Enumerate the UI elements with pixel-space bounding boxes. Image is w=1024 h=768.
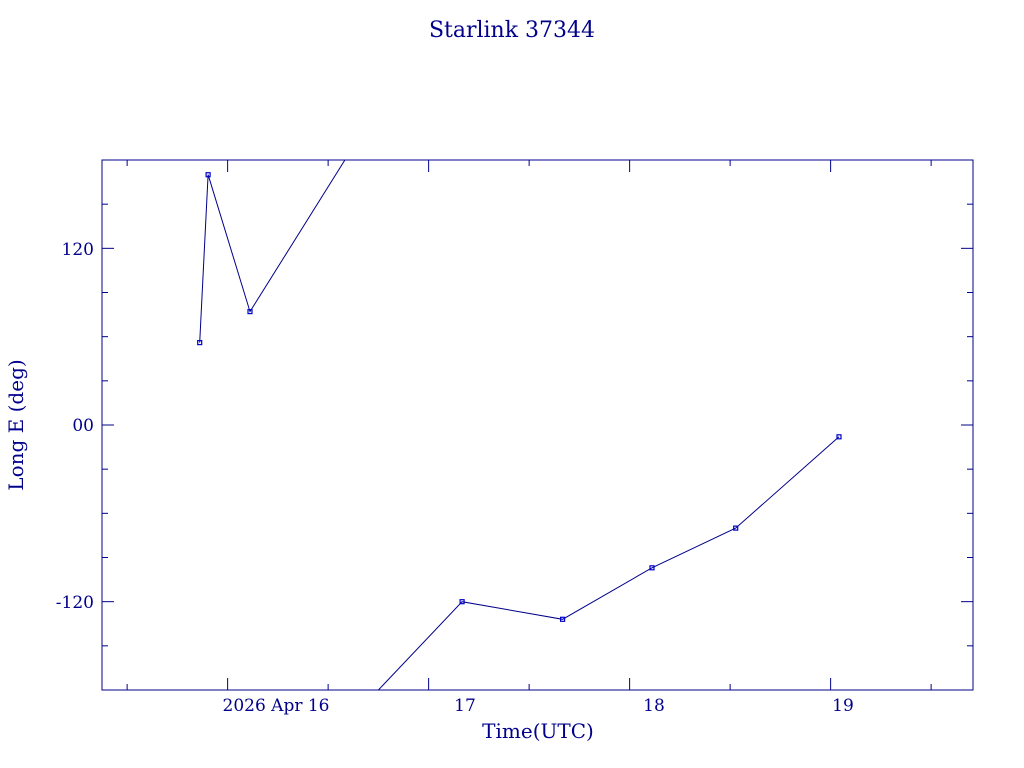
y-axis-title: Long E (deg) [4,359,28,490]
data-point-marker [836,434,842,440]
x-tick-label: 17 [454,696,476,716]
x-axis-title: Time(UTC) [482,719,594,743]
plot-frame [101,159,974,691]
x-tick-label: 19 [832,696,854,716]
chart-title: Starlink 37344 [429,18,595,43]
data-point-marker [649,565,655,571]
series-layer [197,160,842,690]
data-point-marker [733,525,739,531]
y-tick-label: 120 [62,240,94,260]
series-line [378,436,840,690]
y-tick-labels: 120 00 -120 [56,240,94,613]
y-tick-label: -120 [56,593,94,613]
data-point-marker [197,340,203,346]
x-tick-labels: 2026 Apr 16 17 18 19 [223,696,854,716]
series-line [199,160,346,343]
data-point-marker [205,172,211,178]
y-tick-label: 00 [72,416,94,436]
data-point-marker [559,616,566,622]
x-tick-label: 2026 Apr 16 [223,696,330,716]
data-point-marker [247,309,253,315]
x-tick-label: 18 [643,696,665,716]
axis-ticks [102,160,973,690]
data-point-marker [459,599,465,605]
